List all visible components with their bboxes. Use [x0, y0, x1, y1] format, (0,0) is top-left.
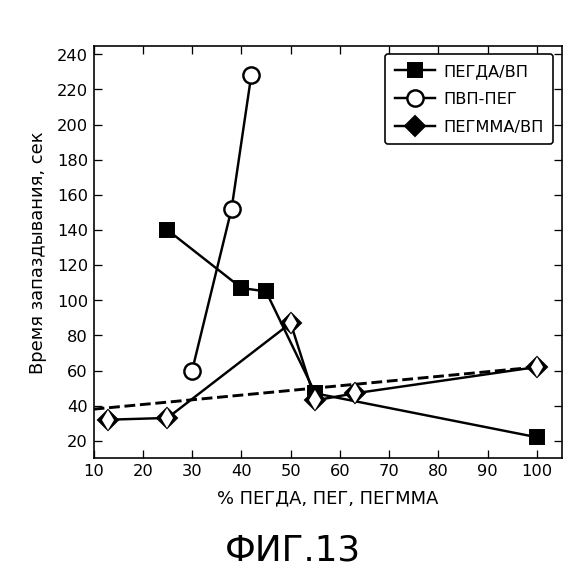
X-axis label: % ПЕГДА, ПЕГ, ПЕГММА: % ПЕГДА, ПЕГ, ПЕГММА [217, 489, 438, 507]
ПВП-ПЕГ [247, 72, 254, 79]
ПЕГММА/ВП [351, 390, 358, 397]
Line: ПВП-ПЕГ: ПВП-ПЕГ [184, 68, 259, 379]
Line: ПЕГДА/ВП: ПЕГДА/ВП [160, 223, 544, 445]
ПЕГДА/ВП [312, 390, 319, 397]
Line: ПЕГММА/ВП: ПЕГММА/ВП [101, 316, 544, 427]
ПЕГДА/ВП [534, 434, 541, 441]
ПЕГДА/ВП [238, 285, 245, 292]
ПЕГММА/ВП [287, 320, 294, 327]
ПВП-ПЕГ [228, 206, 235, 213]
Legend: ПЕГДА/ВП, ПВП-ПЕГ, ПЕГММА/ВП: ПЕГДА/ВП, ПВП-ПЕГ, ПЕГММА/ВП [385, 54, 553, 144]
ПВП-ПЕГ [188, 367, 195, 374]
ПЕГММА/ВП [105, 417, 112, 423]
Y-axis label: Время запаздывания, сек: Время запаздывания, сек [29, 131, 47, 374]
ПЕГММА/ВП [534, 364, 541, 371]
Text: ФИГ.13: ФИГ.13 [225, 533, 360, 567]
ПЕГДА/ВП [164, 227, 171, 234]
ПЕГММА/ВП [164, 415, 171, 422]
ПЕГММА/ВП [312, 397, 319, 404]
ПЕГДА/ВП [263, 288, 270, 295]
